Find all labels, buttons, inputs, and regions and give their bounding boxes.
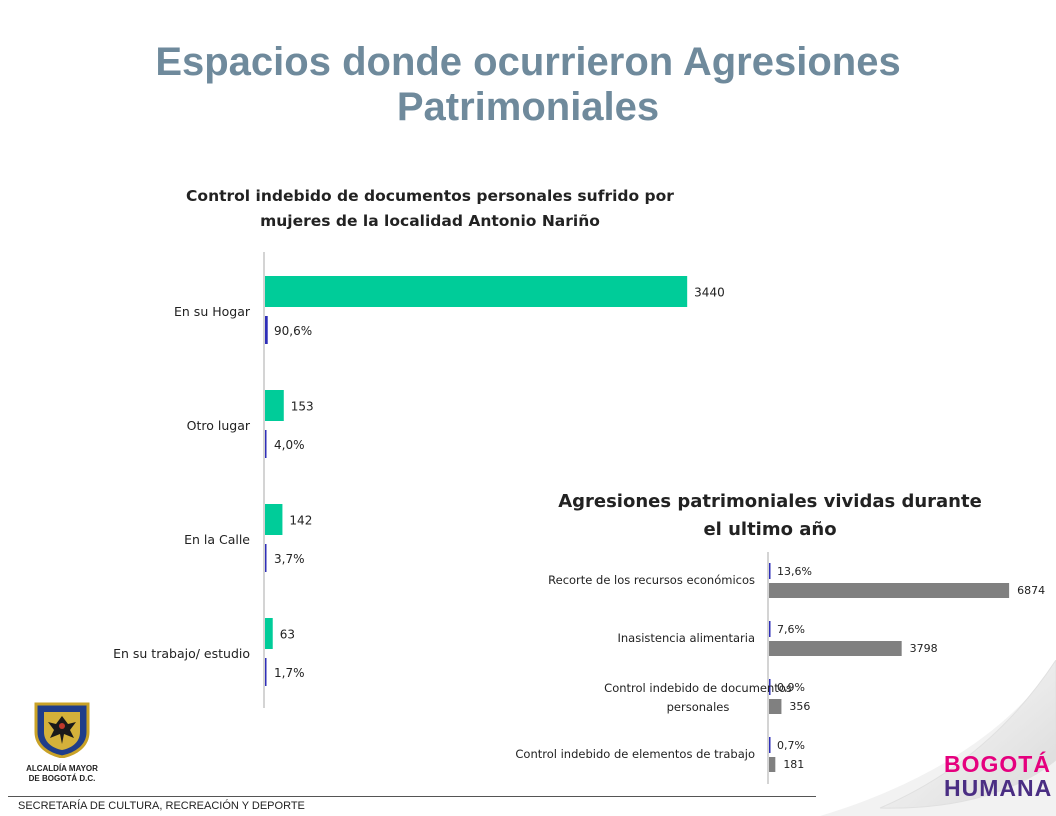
chart1-bar-count (265, 276, 688, 307)
chart2-bar-count (769, 757, 776, 772)
logo-caption-line1: ALCALDÍA MAYOR (26, 764, 98, 773)
chart1-title: Control indebido de documentos personale… (160, 184, 700, 234)
coat-of-arms-icon (34, 702, 90, 759)
chart2-category-label: Inasistencia alimentaria (617, 631, 755, 645)
chart1-percent-label: 1,7% (274, 666, 305, 680)
chart2-title: Agresiones patrimoniales vividas durante… (520, 488, 1020, 544)
chart2-bar-count (769, 641, 902, 656)
page-curl-decoration (820, 660, 1056, 816)
chart2-title-line1: Agresiones patrimoniales vividas durante (558, 491, 982, 512)
footer-text: SECRETARÍA DE CULTURA, RECREACIÓN Y DEPO… (18, 800, 305, 812)
chart2-data-label: 356 (789, 700, 810, 713)
chart2-data-label: 3798 (910, 642, 938, 655)
chart1-category-label: Otro lugar (187, 418, 251, 433)
chart2-bar-percent (769, 563, 771, 579)
chart2-category-label: personales (667, 700, 730, 714)
bogota-humana-logo: BOGOTÁ HUMANA (944, 751, 1053, 801)
slide-title-line1: Espacios donde ocurrieron Agresiones (155, 40, 901, 84)
chart1-category-label: En su Hogar (174, 304, 251, 319)
chart1-data-label: 142 (289, 514, 312, 528)
chart1-percent-label: 90,6% (274, 324, 312, 338)
chart1-percent-label: 4,0% (274, 438, 305, 452)
slide-title-line2: Patrimoniales (396, 85, 660, 129)
chart1-bar-count (265, 390, 284, 421)
chart2-bar-percent (769, 737, 771, 753)
slide-title: Espacios donde ocurrieron Agresiones Pat… (40, 40, 1016, 130)
logo-right-line2: HUMANA (944, 775, 1053, 801)
chart1-title-line2: mujeres de la localidad Antonio Nariño (260, 212, 600, 230)
chart2-percent-label: 0,9% (777, 681, 805, 694)
chart1-bar-percent (265, 430, 267, 458)
chart1-bar-percent (265, 544, 267, 572)
chart2-category-label: Control indebido de elementos de trabajo (515, 747, 755, 761)
chart1-category-label: En la Calle (184, 532, 250, 547)
chart2-title-line2: el ultimo año (703, 519, 837, 540)
chart2-bar-count (769, 583, 1010, 598)
chart1-data-label: 153 (291, 400, 314, 414)
chart1-title-line1: Control indebido de documentos personale… (186, 187, 674, 205)
chart2-data-label: 6874 (1017, 584, 1045, 597)
chart2-bar-count (769, 699, 782, 714)
chart1-category-label: En su trabajo/ estudio (113, 646, 250, 661)
chart1-percent-label: 3,7% (274, 552, 305, 566)
chart1-bar-percent (265, 316, 268, 344)
chart2-category-label: Control indebido de documentos (604, 681, 792, 695)
chart1-data-label: 63 (280, 628, 295, 642)
chart2-bar-percent (769, 621, 771, 637)
alcaldia-logo: ALCALDÍA MAYOR DE BOGOTÁ D.C. (14, 702, 110, 784)
chart1-bar-percent (265, 658, 267, 686)
chart2-data-label: 181 (783, 758, 804, 771)
chart1-data-label: 3440 (694, 286, 725, 300)
chart2-bar-percent (769, 679, 771, 695)
footer-divider (8, 796, 816, 797)
chart2-percent-label: 13,6% (777, 565, 812, 578)
chart2-category-label: Recorte de los recursos económicos (548, 573, 755, 587)
chart1-bar-count (265, 618, 273, 649)
logo-caption-line2: DE BOGOTÁ D.C. (28, 774, 96, 783)
chart1-bar-count (265, 504, 283, 535)
chart2-percent-label: 0,7% (777, 739, 805, 752)
chart2-percent-label: 7,6% (777, 623, 805, 636)
logo-right-line1: BOGOTÁ (944, 751, 1051, 777)
